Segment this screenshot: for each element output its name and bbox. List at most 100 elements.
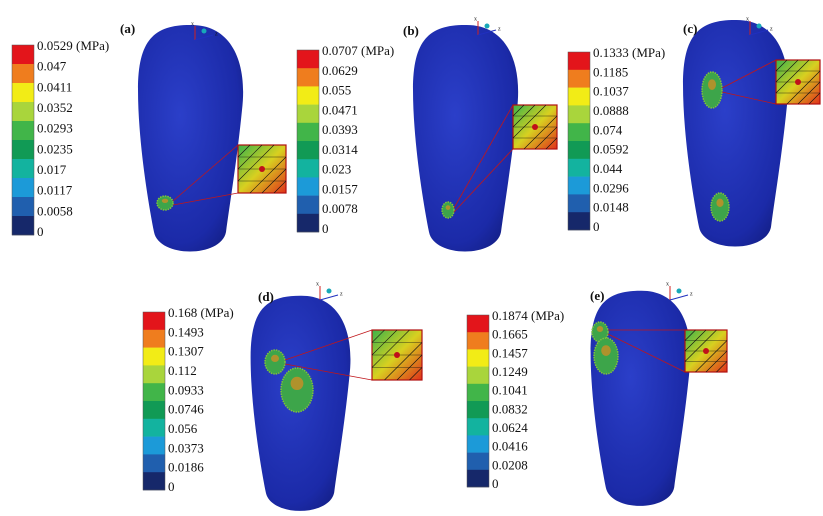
colorbar-segment: [12, 83, 34, 102]
legend-label: 0.0186: [168, 460, 204, 475]
legend-label: 0.0832: [492, 401, 528, 416]
triad-label: x: [666, 281, 669, 287]
colorbar-segment: [12, 159, 34, 178]
colorbar-segment: [297, 123, 319, 142]
legend-label: 0.0058: [37, 203, 73, 218]
triad-ball: [327, 289, 332, 294]
panel: 0.0707 (MPa)0.06290.0550.04710.03930.031…: [297, 16, 557, 251]
legend-label: 0.0314: [322, 142, 358, 157]
colorbar-segment: [143, 472, 165, 490]
legend-label: 0: [168, 479, 175, 494]
insole: [683, 20, 788, 247]
panel-label: (e): [590, 288, 604, 303]
legend-label: 0.055: [322, 83, 351, 98]
legend-label: 0.023: [322, 162, 351, 177]
triad-label: x: [191, 21, 194, 27]
triad-label: z: [498, 26, 501, 32]
triad-axis: [320, 295, 338, 300]
triad-label: x: [316, 281, 319, 287]
legend-label: 0.0373: [168, 440, 204, 455]
legend-label: 0.074: [593, 122, 623, 137]
colorbar-segment: [568, 212, 590, 230]
legend-label: 0.1041: [492, 383, 528, 398]
colorbar-segment: [568, 141, 590, 159]
legend-label: 0.1874 (MPa): [492, 308, 564, 323]
colorbar-segment: [297, 105, 319, 124]
legend-label: 0.017: [37, 162, 67, 177]
colorbar-segment: [143, 437, 165, 455]
pressure-core: [708, 79, 716, 90]
colorbar-segment: [143, 401, 165, 419]
insole: [138, 25, 243, 252]
legend-label: 0.047: [37, 59, 67, 74]
colorbar-segment: [467, 332, 489, 350]
triad-ball: [202, 29, 207, 34]
panel-label: (c): [683, 21, 697, 36]
colorbar-segment: [143, 454, 165, 472]
inset-hotspot: [703, 348, 709, 354]
pressure-core: [716, 199, 723, 207]
legend-label: 0.0416: [492, 439, 528, 454]
panel: 0.0529 (MPa)0.0470.04110.03520.02930.023…: [12, 21, 286, 252]
pressure-core: [597, 326, 603, 332]
pressure-region: [702, 72, 722, 108]
colorbar-segment: [12, 102, 34, 121]
panel: 0.168 (MPa)0.14930.13070.1120.09330.0746…: [143, 281, 422, 511]
legend-label: 0.0157: [322, 181, 358, 196]
colorbar-segment: [467, 453, 489, 471]
legend-label: 0.1493: [168, 324, 204, 339]
insole: [413, 25, 518, 252]
colorbar-segment: [143, 312, 165, 330]
inset-hotspot: [259, 166, 265, 172]
legend-label: 0.0148: [593, 200, 629, 215]
pressure-region: [265, 350, 285, 374]
legend-label: 0: [492, 476, 499, 491]
colorbar-segment: [568, 88, 590, 106]
pressure-core: [271, 355, 279, 362]
legend-label: 0.0293: [37, 121, 73, 136]
colorbar-segment: [12, 216, 34, 235]
legend-label: 0.056: [168, 421, 198, 436]
inset-hotspot: [532, 124, 538, 130]
legend-label: 0.0411: [37, 79, 72, 94]
triad-ball: [757, 24, 762, 29]
colorbar-segment: [297, 196, 319, 215]
colorbar-segment: [143, 383, 165, 401]
legend-label: 0.0629: [322, 63, 358, 78]
colorbar-segment: [297, 214, 319, 233]
legend-label: 0.0117: [37, 183, 73, 198]
legend-label: 0.0235: [37, 141, 73, 156]
colorbar-segment: [297, 141, 319, 160]
legend-label: 0.0746: [168, 402, 204, 417]
legend-label: 0.1249: [492, 364, 528, 379]
inset-hotspot: [795, 79, 801, 85]
legend-label: 0.1457: [492, 345, 528, 360]
colorbar-segment: [297, 159, 319, 178]
legend-label: 0: [37, 224, 44, 239]
legend-label: 0: [593, 219, 600, 234]
insole: [591, 291, 691, 506]
colorbar-segment: [12, 121, 34, 140]
triad-axis: [670, 295, 688, 300]
colorbar-segment: [143, 348, 165, 366]
panel: 0.1333 (MPa)0.11850.10370.08880.0740.059…: [568, 16, 820, 246]
pressure-region: [281, 368, 313, 412]
legend-label: 0.0933: [168, 382, 204, 397]
legend-label: 0: [322, 221, 329, 236]
legend-label: 0.0078: [322, 201, 358, 216]
colorbar-segment: [467, 349, 489, 367]
triad-label: x: [474, 16, 477, 22]
panel-label: (d): [258, 289, 274, 304]
colorbar-segment: [143, 419, 165, 437]
colorbar-segment: [467, 384, 489, 402]
colorbar-segment: [297, 50, 319, 69]
colorbar-segment: [467, 401, 489, 419]
triad-label: z: [690, 291, 693, 297]
colorbar-segment: [297, 177, 319, 196]
colorbar-segment: [568, 70, 590, 88]
colorbar-segment: [568, 105, 590, 123]
legend-label: 0.1665: [492, 327, 528, 342]
panel: 0.1874 (MPa) 0.1665 0.1457 0.1249 0.1041 0.08…: [467, 281, 727, 506]
colorbar-segment: [467, 470, 489, 488]
inset-hotspot: [394, 352, 400, 358]
